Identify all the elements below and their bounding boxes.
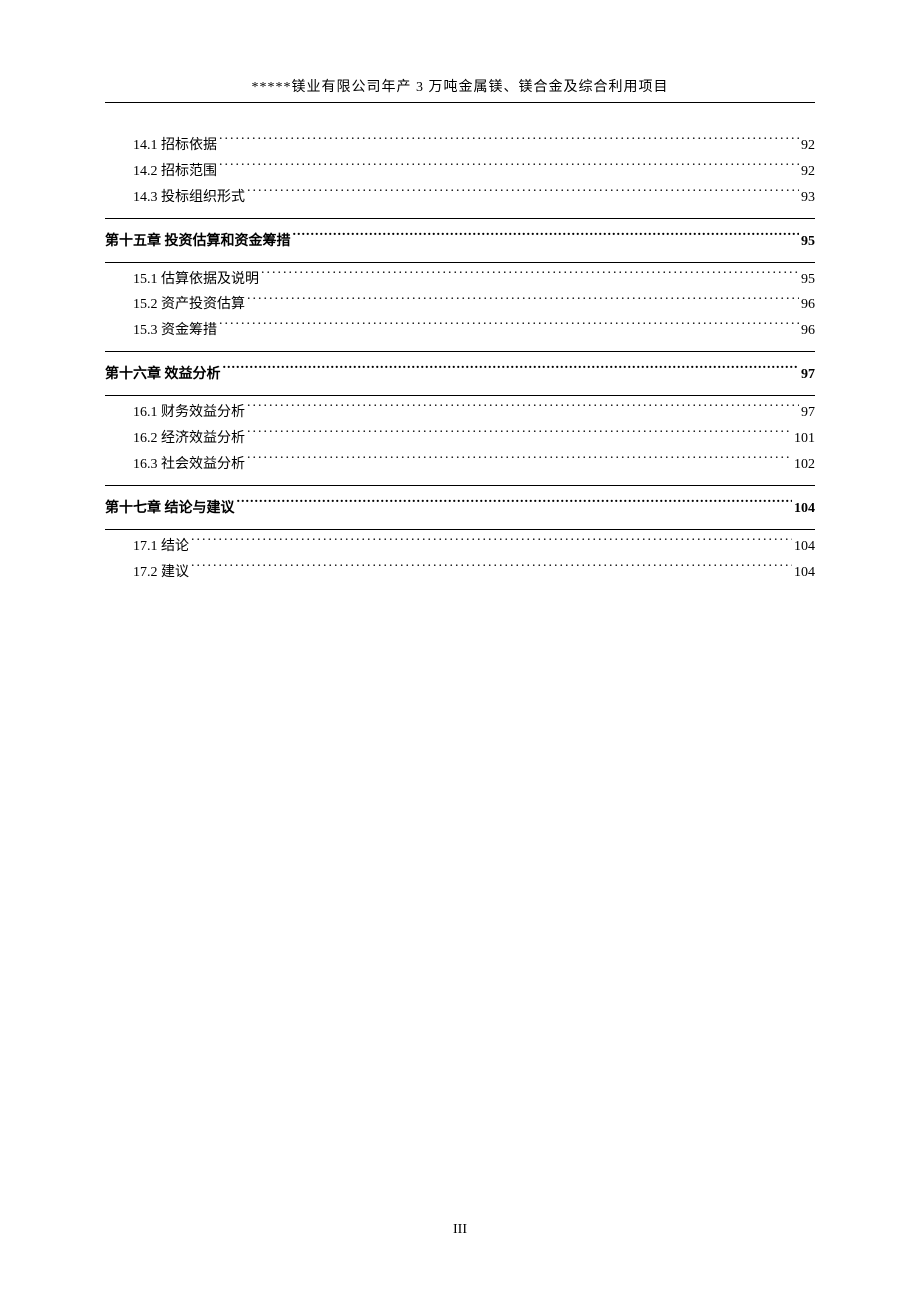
toc-divider bbox=[105, 218, 815, 219]
toc-page-number: 102 bbox=[794, 452, 815, 478]
toc-divider bbox=[105, 395, 815, 396]
toc-chapter: 第十六章 效益分析 97 bbox=[105, 362, 815, 388]
toc-divider bbox=[105, 351, 815, 352]
toc-label: 17.2 建议 bbox=[133, 560, 189, 586]
toc-subsection: 15.3 资金筹措 96 bbox=[105, 318, 815, 344]
toc-page-number: 93 bbox=[801, 185, 815, 211]
toc-subsection: 16.1 财务效益分析 97 bbox=[105, 400, 815, 426]
toc-leader-dots bbox=[237, 498, 793, 512]
toc-label: 16.1 财务效益分析 bbox=[133, 400, 245, 426]
toc-page-number: 104 bbox=[794, 560, 815, 586]
toc-chapter: 第十五章 投资估算和资金筹措 95 bbox=[105, 229, 815, 255]
toc-divider bbox=[105, 262, 815, 263]
toc-label: 16.3 社会效益分析 bbox=[133, 452, 245, 478]
toc-page-number: 101 bbox=[794, 426, 815, 452]
toc-subsection: 15.1 估算依据及说明 95 bbox=[105, 267, 815, 293]
toc-label: 14.1 招标依据 bbox=[133, 133, 217, 159]
toc-page-number: 92 bbox=[801, 159, 815, 185]
toc-leader-dots bbox=[219, 161, 799, 175]
toc-label: 第十六章 效益分析 bbox=[105, 362, 221, 388]
toc-subsection: 14.2 招标范围 92 bbox=[105, 159, 815, 185]
toc-page-number: 96 bbox=[801, 292, 815, 318]
toc-page-number: 104 bbox=[794, 496, 815, 522]
toc-subsection: 16.2 经济效益分析 101 bbox=[105, 426, 815, 452]
toc-leader-dots bbox=[247, 428, 792, 442]
toc-label: 第十七章 结论与建议 bbox=[105, 496, 235, 522]
toc-divider bbox=[105, 529, 815, 530]
toc-leader-dots bbox=[191, 562, 792, 576]
toc-leader-dots bbox=[247, 402, 799, 416]
header-rule bbox=[105, 102, 815, 103]
toc-subsection: 15.2 资产投资估算 96 bbox=[105, 292, 815, 318]
toc-label: 第十五章 投资估算和资金筹措 bbox=[105, 229, 291, 255]
toc-leader-dots bbox=[223, 364, 800, 378]
toc-leader-dots bbox=[247, 187, 799, 201]
toc-page-number: 96 bbox=[801, 318, 815, 344]
toc-label: 17.1 结论 bbox=[133, 534, 189, 560]
toc-divider bbox=[105, 485, 815, 486]
toc-page-number: 97 bbox=[801, 362, 815, 388]
page-header-title: *****镁业有限公司年产 3 万吨金属镁、镁合金及综合利用项目 bbox=[105, 76, 815, 102]
toc-label: 15.1 估算依据及说明 bbox=[133, 267, 259, 293]
toc-label: 14.2 招标范围 bbox=[133, 159, 217, 185]
document-page: *****镁业有限公司年产 3 万吨金属镁、镁合金及综合利用项目 14.1 招标… bbox=[0, 0, 920, 585]
toc-label: 15.3 资金筹措 bbox=[133, 318, 217, 344]
toc-chapter: 第十七章 结论与建议 104 bbox=[105, 496, 815, 522]
toc-page-number: 92 bbox=[801, 133, 815, 159]
toc-leader-dots bbox=[247, 294, 799, 308]
toc-label: 16.2 经济效益分析 bbox=[133, 426, 245, 452]
toc-leader-dots bbox=[293, 231, 800, 245]
toc-leader-dots bbox=[219, 135, 799, 149]
toc-leader-dots bbox=[191, 536, 792, 550]
page-footer: III bbox=[0, 1222, 920, 1238]
toc-subsection: 14.3 投标组织形式 93 bbox=[105, 185, 815, 211]
toc-label: 15.2 资产投资估算 bbox=[133, 292, 245, 318]
toc-label: 14.3 投标组织形式 bbox=[133, 185, 245, 211]
page-number: III bbox=[453, 1222, 467, 1237]
toc-leader-dots bbox=[247, 454, 792, 468]
toc-subsection: 17.2 建议 104 bbox=[105, 560, 815, 586]
toc-leader-dots bbox=[219, 320, 799, 334]
toc-page-number: 97 bbox=[801, 400, 815, 426]
toc-leader-dots bbox=[261, 269, 799, 283]
toc-page-number: 104 bbox=[794, 534, 815, 560]
table-of-contents: 14.1 招标依据 92 14.2 招标范围 92 14.3 投标组织形式 93 第十五章 … bbox=[105, 133, 815, 585]
toc-page-number: 95 bbox=[801, 229, 815, 255]
toc-subsection: 16.3 社会效益分析 102 bbox=[105, 452, 815, 478]
toc-subsection: 14.1 招标依据 92 bbox=[105, 133, 815, 159]
toc-subsection: 17.1 结论 104 bbox=[105, 534, 815, 560]
toc-page-number: 95 bbox=[801, 267, 815, 293]
